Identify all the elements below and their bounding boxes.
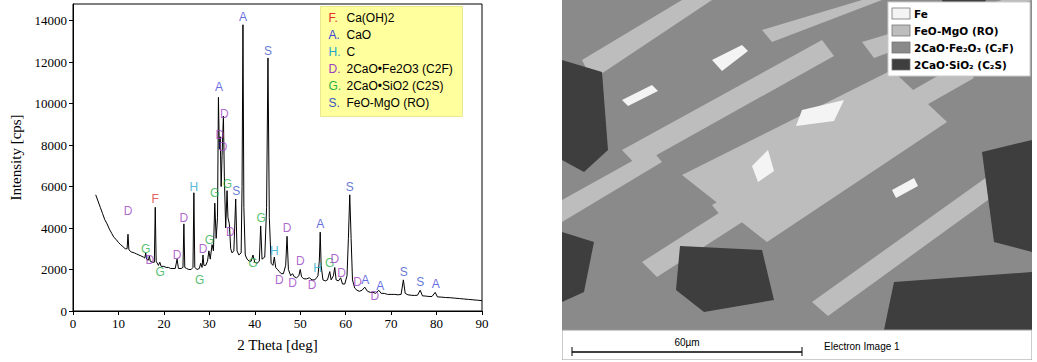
svg-text:D: D <box>219 140 228 154</box>
svg-text:80: 80 <box>430 316 443 331</box>
svg-text:2000: 2000 <box>41 262 67 277</box>
svg-text:D: D <box>283 221 292 235</box>
svg-text:D: D <box>275 273 284 287</box>
svg-text:A: A <box>432 277 440 291</box>
svg-text:D: D <box>145 253 154 267</box>
svg-text:70: 70 <box>385 316 398 331</box>
svg-text:D: D <box>288 276 297 290</box>
svg-text:Electron Image 1: Electron Image 1 <box>824 341 900 352</box>
svg-text:H.: H. <box>329 45 341 59</box>
svg-text:G.: G. <box>329 79 342 93</box>
svg-text:F: F <box>152 192 159 206</box>
svg-text:G: G <box>141 241 151 256</box>
svg-text:D: D <box>198 241 208 256</box>
svg-text:D: D <box>296 254 305 268</box>
svg-text:D: D <box>180 211 189 225</box>
svg-text:2CaO•SiO2 (C2S): 2CaO•SiO2 (C2S) <box>347 79 444 93</box>
svg-text:10000: 10000 <box>35 96 68 111</box>
svg-text:Fe: Fe <box>914 8 928 20</box>
svg-text:FeO-MgO (RO): FeO-MgO (RO) <box>914 25 999 37</box>
svg-text:G: G <box>205 233 214 247</box>
svg-text:8000: 8000 <box>41 138 67 153</box>
svg-text:D: D <box>308 278 317 292</box>
svg-text:30: 30 <box>203 316 216 331</box>
svg-text:D: D <box>226 225 235 239</box>
svg-text:90: 90 <box>476 316 489 331</box>
svg-text:0: 0 <box>61 304 68 319</box>
svg-text:6000: 6000 <box>41 179 67 194</box>
svg-text:G: G <box>195 273 204 287</box>
svg-text:A: A <box>376 279 384 293</box>
svg-text:14000: 14000 <box>35 13 68 28</box>
svg-text:A: A <box>215 80 223 94</box>
svg-text:2CaO·Fe₂O₃ (C₂F): 2CaO·Fe₂O₃ (C₂F) <box>914 42 1014 54</box>
svg-text:A.: A. <box>329 28 340 42</box>
svg-text:A: A <box>316 217 324 231</box>
svg-text:A: A <box>239 10 247 24</box>
svg-text:C: C <box>347 45 356 59</box>
svg-text:D: D <box>330 252 339 266</box>
svg-text:G: G <box>256 211 265 225</box>
svg-text:Ca(OH)2: Ca(OH)2 <box>347 11 395 25</box>
svg-text:Intensity [cps]: Intensity [cps] <box>8 114 24 200</box>
svg-text:FeO-MgO (RO): FeO-MgO (RO) <box>347 96 430 110</box>
svg-text:G: G <box>248 256 257 270</box>
svg-text:D: D <box>124 204 133 218</box>
svg-text:S: S <box>416 275 424 289</box>
svg-text:D: D <box>220 107 229 121</box>
svg-text:S.: S. <box>329 96 340 110</box>
svg-text:S: S <box>346 180 354 194</box>
svg-text:2CaO·SiO₂ (C₂S): 2CaO·SiO₂ (C₂S) <box>914 59 1007 71</box>
svg-text:10: 10 <box>112 316 125 331</box>
svg-text:CaO: CaO <box>347 28 372 42</box>
svg-text:40: 40 <box>248 316 261 331</box>
svg-text:S: S <box>264 44 272 58</box>
svg-text:S: S <box>400 265 408 279</box>
svg-text:G: G <box>156 265 165 279</box>
svg-text:60µm: 60µm <box>674 337 699 348</box>
svg-text:D: D <box>353 275 362 289</box>
svg-text:H: H <box>313 261 322 275</box>
svg-text:H: H <box>270 244 279 258</box>
svg-text:S: S <box>232 184 240 198</box>
svg-text:60: 60 <box>339 316 352 331</box>
svg-text:D: D <box>370 289 380 304</box>
svg-text:2CaO•Fe2O3 (C2F): 2CaO•Fe2O3 (C2F) <box>347 62 453 76</box>
svg-text:20: 20 <box>157 316 170 331</box>
svg-text:D.: D. <box>329 62 341 76</box>
svg-text:4000: 4000 <box>41 221 67 236</box>
svg-text:G: G <box>210 186 219 200</box>
svg-text:G: G <box>223 177 232 191</box>
svg-text:0: 0 <box>70 316 77 331</box>
svg-text:D: D <box>173 248 182 262</box>
svg-text:H: H <box>190 180 199 194</box>
svg-text:A: A <box>361 273 369 287</box>
svg-text:2 Theta [deg]: 2 Theta [deg] <box>237 337 318 353</box>
svg-text:F.: F. <box>329 11 338 25</box>
svg-text:12000: 12000 <box>35 55 68 70</box>
svg-text:D: D <box>215 127 225 142</box>
svg-text:50: 50 <box>294 316 307 331</box>
svg-text:D: D <box>337 266 346 280</box>
